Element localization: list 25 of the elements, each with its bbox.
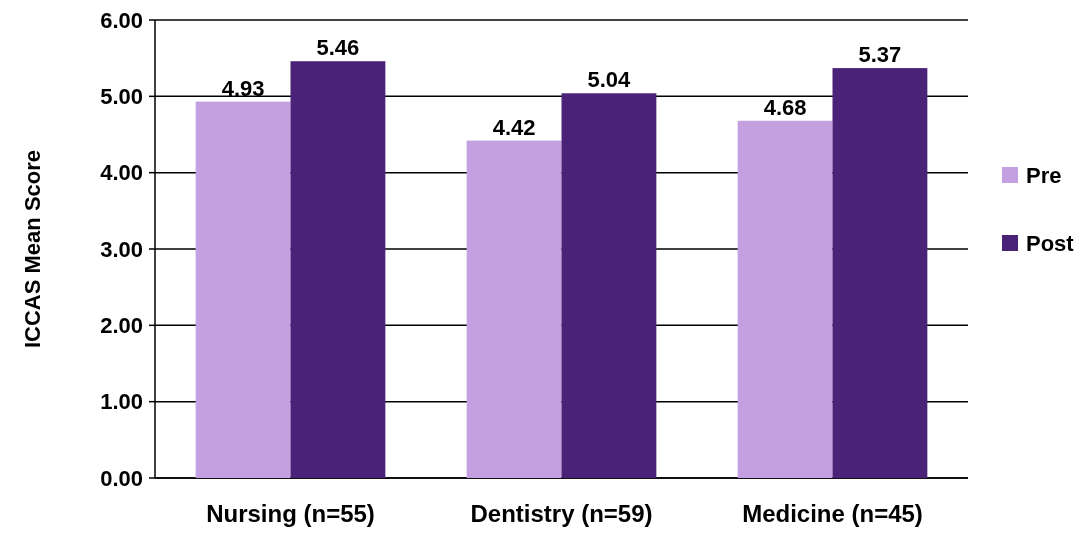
legend-label: Post: [1026, 230, 1075, 256]
data-label: 4.93: [221, 75, 265, 101]
data-label: 4.42: [492, 114, 536, 140]
bar: [737, 120, 833, 478]
bar: [290, 61, 386, 478]
y-tick-label: 2.00: [100, 313, 143, 339]
y-tick-label: 0.00: [100, 465, 143, 491]
data-label: 5.46: [316, 35, 360, 61]
bar: [466, 140, 562, 478]
bar: [832, 68, 928, 478]
legend-label: Pre: [1026, 162, 1062, 188]
y-tick-label: 1.00: [100, 389, 143, 415]
x-tick-label: Nursing (n=55): [206, 500, 375, 527]
bar: [561, 93, 657, 478]
x-tick-label: Medicine (n=45): [742, 500, 923, 527]
data-label: 5.37: [858, 42, 902, 68]
y-axis-title: ICCAS Mean Score: [20, 149, 45, 349]
y-tick-label: 3.00: [100, 236, 143, 262]
y-tick-label: 4.00: [100, 160, 143, 186]
x-tick-label: Dentistry (n=59): [470, 500, 653, 527]
y-tick-label: 5.00: [100, 84, 143, 110]
y-tick-label: 6.00: [100, 7, 143, 33]
data-label: 5.04: [587, 67, 632, 93]
bar: [195, 101, 291, 478]
data-label: 4.68: [763, 94, 807, 120]
